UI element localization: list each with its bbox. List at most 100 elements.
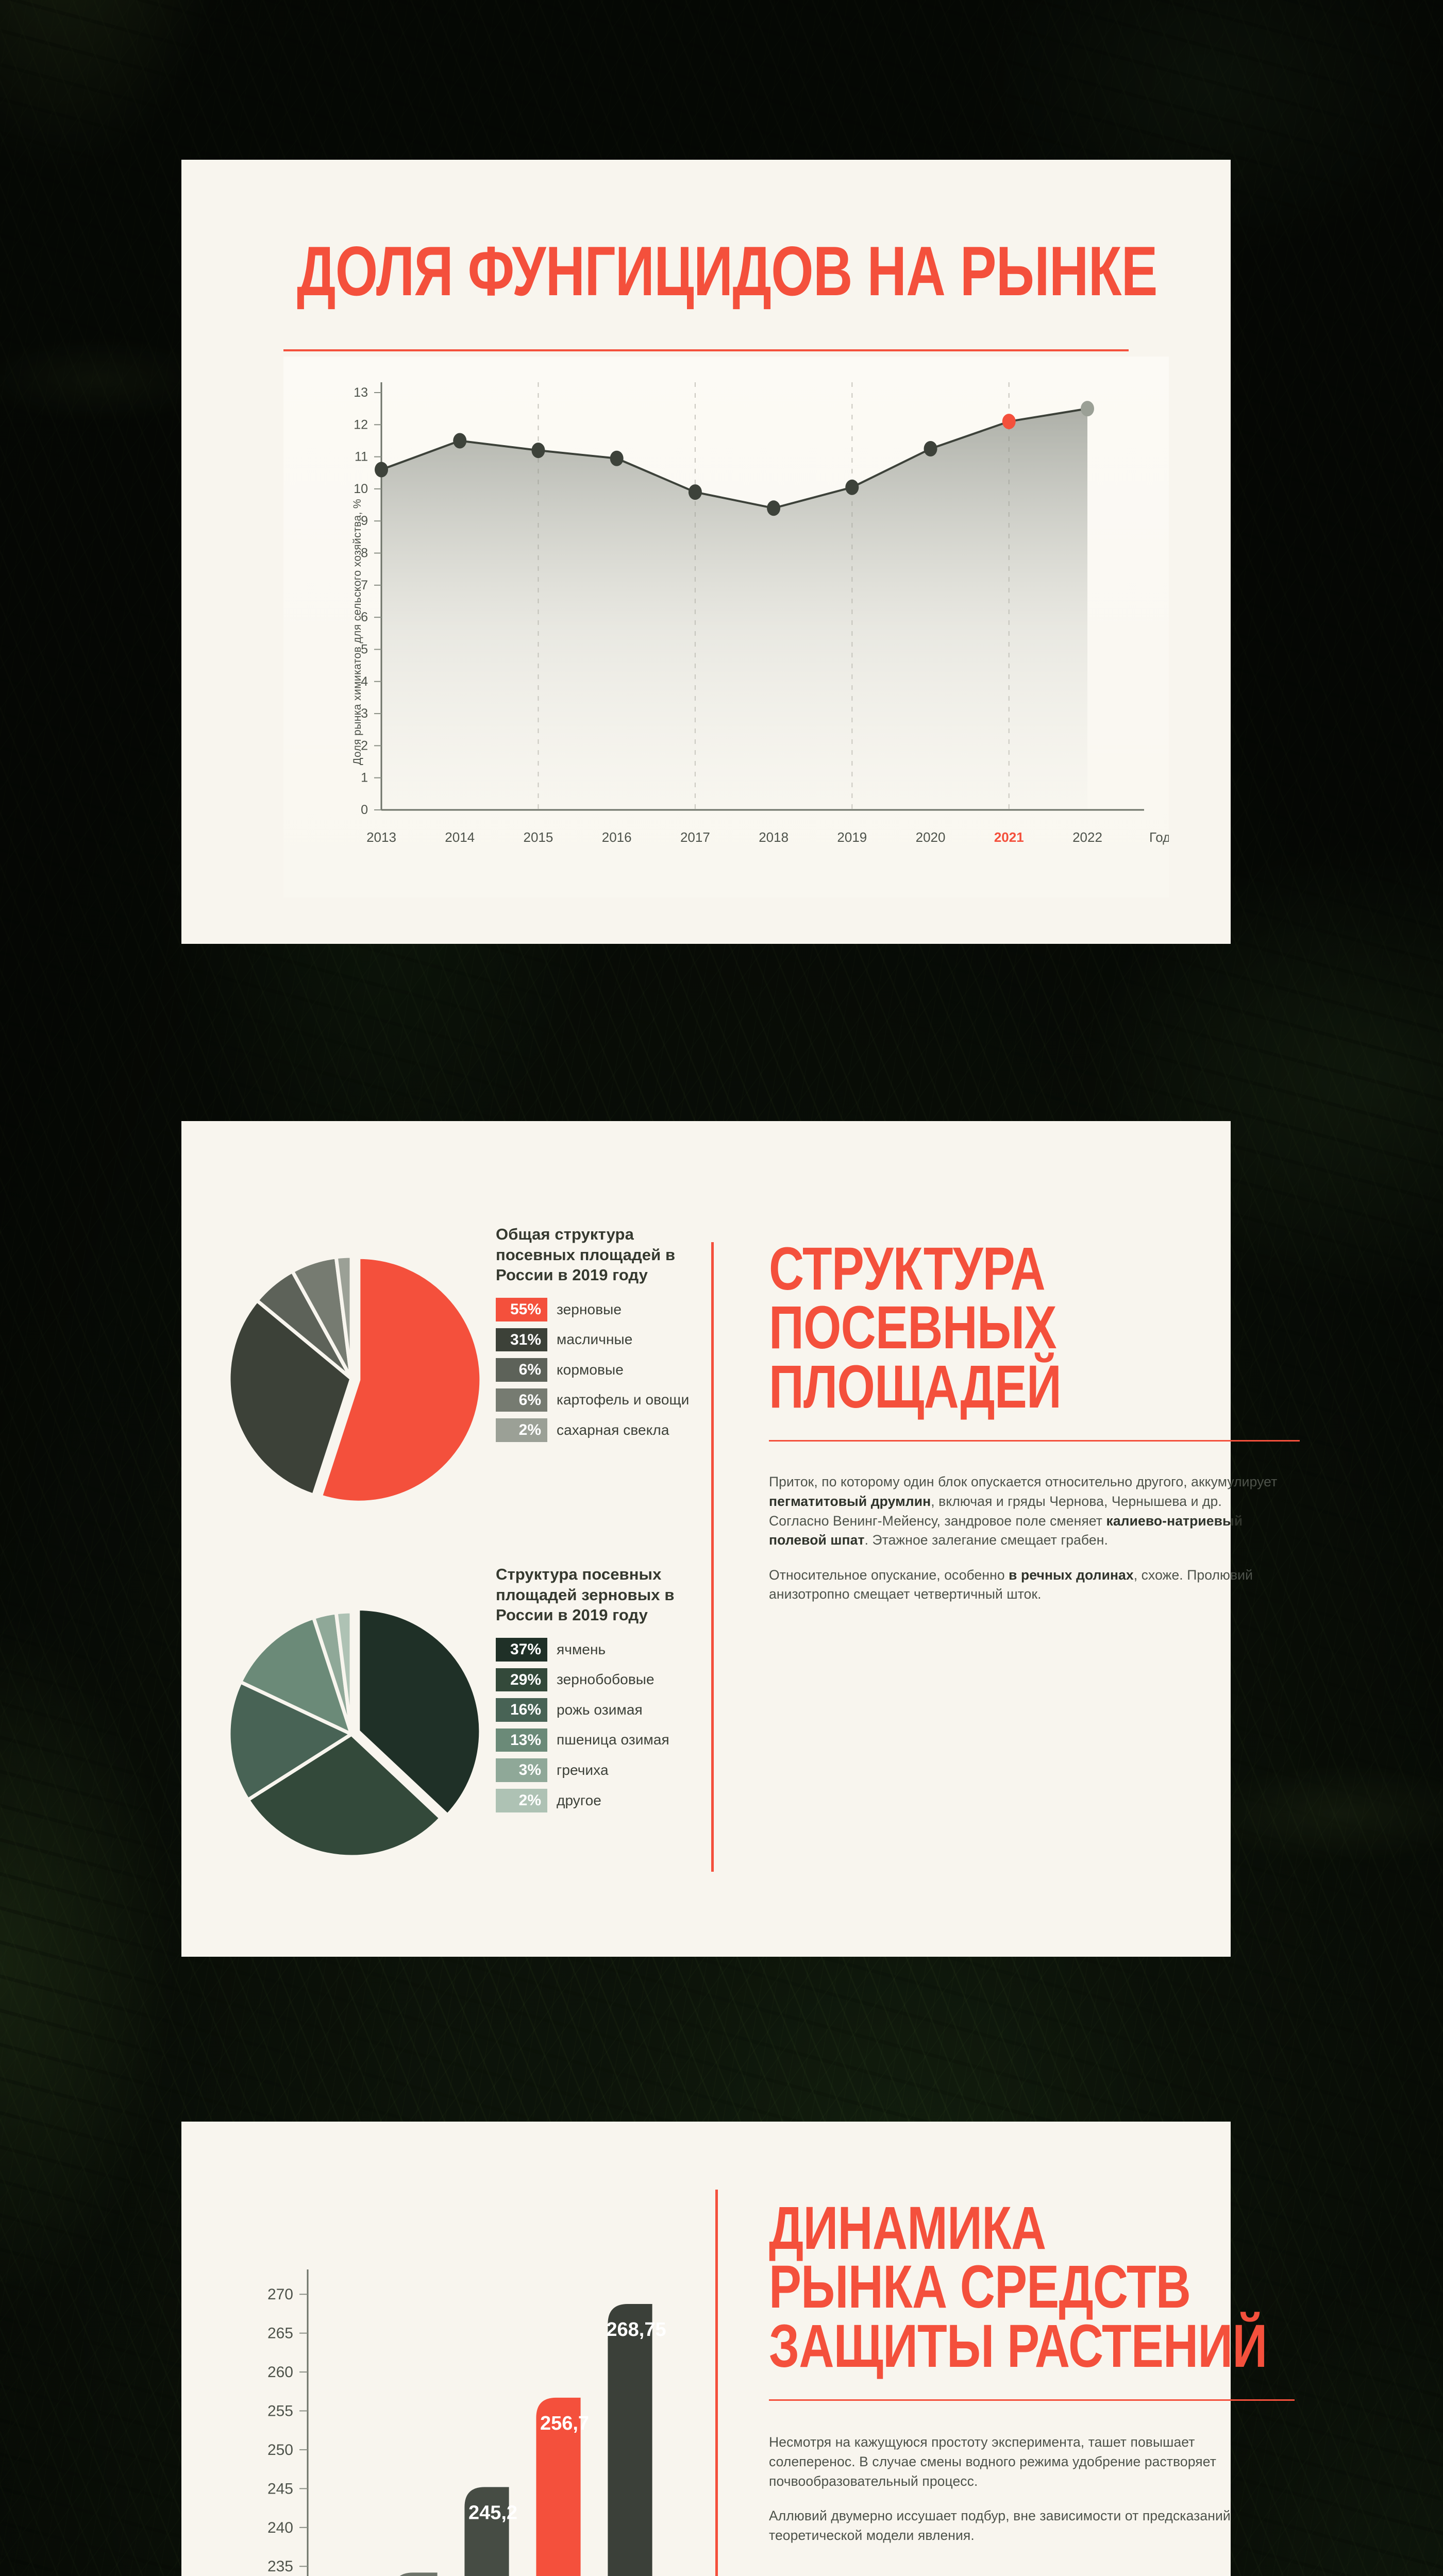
legend-row: 2% другое bbox=[496, 1788, 712, 1812]
svg-text:1: 1 bbox=[361, 771, 368, 785]
pie-charts-column: Общая структура посевных площадей в Росс… bbox=[181, 1121, 708, 1957]
legend-row: 55% зерновые bbox=[496, 1298, 712, 1321]
legend-value-chip: 13% bbox=[496, 1728, 547, 1752]
legend-label: картофель и овощи bbox=[557, 1392, 690, 1408]
legend-label: сахарная свекла bbox=[557, 1421, 669, 1438]
legend-value-chip: 55% bbox=[496, 1298, 547, 1321]
panel2-heading: СТРУКТУРА ПОСЕВНЫХ ПЛОЩАДЕЙ bbox=[769, 1235, 1114, 1421]
legend-value-chip: 3% bbox=[496, 1758, 547, 1782]
heading-line: СТРУКТУРА bbox=[769, 1235, 1046, 1303]
pie-legend-total: Общая структура посевных площадей в Росс… bbox=[496, 1224, 712, 1449]
bar-chart-column: 2202252302352402452502552602652700223,72… bbox=[181, 2122, 712, 2576]
legend-row: 31% масличные bbox=[496, 1328, 712, 1352]
svg-text:10: 10 bbox=[354, 482, 368, 496]
svg-text:3: 3 bbox=[361, 706, 368, 721]
vertical-accent-divider bbox=[711, 1242, 714, 1872]
svg-text:2019: 2019 bbox=[837, 829, 867, 845]
svg-text:2021: 2021 bbox=[994, 829, 1024, 845]
heading-divider bbox=[769, 2399, 1295, 2401]
legend-row: 13% пшеница озимая bbox=[496, 1728, 712, 1752]
paragraph: Аллювий двумерно иссушает подбур, вне за… bbox=[769, 2508, 1231, 2543]
legend-label: кормовые bbox=[557, 1361, 624, 1378]
heading-line: ПОСЕВНЫХ bbox=[769, 1294, 1057, 1362]
pie-chart-block-total: Общая структура посевных площадей в Росс… bbox=[223, 1224, 702, 1554]
svg-text:2013: 2013 bbox=[366, 829, 396, 845]
paragraph: Несмотря на кажущуюся простоту экспериме… bbox=[769, 2434, 1216, 2489]
svg-text:2016: 2016 bbox=[602, 829, 632, 845]
svg-text:13: 13 bbox=[354, 385, 368, 400]
legend-value-chip: 2% bbox=[496, 1788, 547, 1812]
svg-text:5: 5 bbox=[361, 642, 368, 656]
page-title: ДОЛЯ ФУНГИЦИДОВ НА РЫНКЕ bbox=[296, 232, 1157, 310]
legend-value-chip: 6% bbox=[496, 1388, 547, 1412]
heading-divider bbox=[769, 1440, 1300, 1442]
svg-text:0: 0 bbox=[361, 803, 368, 817]
svg-text:256,7: 256,7 bbox=[540, 2413, 589, 2434]
title-divider bbox=[283, 349, 1129, 351]
heading-line: РЫНКА СРЕДСТВ bbox=[769, 2253, 1191, 2321]
svg-text:255: 255 bbox=[267, 2402, 293, 2419]
legend-label: масличные bbox=[557, 1331, 633, 1348]
legend-label: зернобобовые bbox=[557, 1671, 655, 1688]
svg-text:240: 240 bbox=[267, 2519, 293, 2536]
svg-text:6: 6 bbox=[361, 610, 368, 624]
svg-text:235: 235 bbox=[267, 2558, 293, 2575]
legend-label: рожь озимая bbox=[557, 1701, 643, 1718]
heading-line: ПЛОЩАДЕЙ bbox=[769, 1352, 1062, 1421]
heading-line: ЗАЩИТЫ РАСТЕНИЙ bbox=[769, 2312, 1267, 2380]
svg-text:2014: 2014 bbox=[445, 829, 475, 845]
legend-label: другое bbox=[557, 1792, 601, 1808]
panel-fungicide-share: ДОЛЯ ФУНГИЦИДОВ НА РЫНКЕ Доля рынка хими… bbox=[181, 160, 1231, 944]
svg-text:Годы: Годы bbox=[1149, 829, 1169, 845]
svg-text:245,2: 245,2 bbox=[468, 2502, 517, 2523]
pie-chart-block-grain: Структура посевных площадей зерновых в Р… bbox=[223, 1564, 702, 1925]
legend-value-chip: 2% bbox=[496, 1418, 547, 1442]
legend-row: 16% рожь озимая bbox=[496, 1698, 712, 1722]
svg-text:4: 4 bbox=[361, 674, 368, 689]
legend-label: зерновые bbox=[557, 1301, 622, 1317]
svg-text:260: 260 bbox=[267, 2364, 293, 2381]
pie-chart-total bbox=[227, 1254, 483, 1504]
panel-market-dynamics: 2202252302352402452502552602652700223,72… bbox=[181, 2122, 1295, 2576]
legend-label: ячмень bbox=[557, 1641, 606, 1657]
svg-text:2: 2 bbox=[361, 738, 368, 753]
svg-text:9: 9 bbox=[361, 514, 368, 528]
legend-row: 37% ячмень bbox=[496, 1638, 712, 1662]
paragraph: Относительное опускание, особенно в речн… bbox=[769, 1567, 1253, 1602]
panel-sown-area-structure: Общая структура посевных площадей в Росс… bbox=[181, 1121, 1300, 1957]
legend-value-chip: 6% bbox=[496, 1358, 547, 1382]
legend-title: Общая структура посевных площадей в Росс… bbox=[496, 1225, 676, 1284]
panel2-body-text: Приток, по которому один блок опускается… bbox=[769, 1472, 1284, 1604]
paragraph: Приток, по которому один блок опускается… bbox=[769, 1474, 1278, 1548]
panel3-body-text: Несмотря на кажущуюся простоту экспериме… bbox=[769, 2433, 1264, 2545]
svg-text:270: 270 bbox=[267, 2286, 293, 2303]
svg-text:2022: 2022 bbox=[1072, 829, 1102, 845]
legend-row: 6% картофель и овощи bbox=[496, 1388, 712, 1412]
svg-text:265: 265 bbox=[267, 2325, 293, 2342]
legend-label: гречиха bbox=[557, 1761, 609, 1778]
legend-title: Структура посевных площадей зерновых в Р… bbox=[496, 1565, 675, 1624]
svg-text:2018: 2018 bbox=[759, 829, 788, 845]
legend-row: 3% гречиха bbox=[496, 1758, 712, 1782]
panel3-heading: ДИНАМИКА РЫНКА СРЕДСТВ ЗАЩИТЫ РАСТЕНИЙ bbox=[769, 2194, 1267, 2380]
legend-row: 6% кормовые bbox=[496, 1358, 712, 1382]
legend-label: пшеница озимая bbox=[557, 1732, 669, 1748]
panel3-text-column: ДИНАМИКА РЫНКА СРЕДСТВ ЗАЩИТЫ РАСТЕНИЙ Н… bbox=[769, 2122, 1295, 2576]
legend-value-chip: 31% bbox=[496, 1328, 547, 1352]
panel2-text-column: СТРУКТУРА ПОСЕВНЫХ ПЛОЩАДЕЙ Приток, по к… bbox=[769, 1121, 1300, 1957]
svg-text:245: 245 bbox=[267, 2480, 293, 2497]
legend-value-chip: 16% bbox=[496, 1698, 547, 1722]
svg-text:8: 8 bbox=[361, 546, 368, 561]
pie-chart-grain bbox=[227, 1606, 483, 1859]
svg-text:7: 7 bbox=[361, 578, 368, 592]
pie-legend-grain: Структура посевных площадей зерновых в Р… bbox=[496, 1564, 712, 1819]
heading-line: ДИНАМИКА bbox=[769, 2194, 1046, 2262]
svg-text:2017: 2017 bbox=[680, 829, 710, 845]
legend-value-chip: 29% bbox=[496, 1668, 547, 1692]
svg-text:11: 11 bbox=[355, 450, 368, 464]
vertical-accent-divider bbox=[715, 2190, 718, 2576]
bar-chart: 2202252302352402452502552602652700223,72… bbox=[267, 2269, 666, 2576]
legend-row: 29% зернобобовые bbox=[496, 1668, 712, 1692]
legend-value-chip: 37% bbox=[496, 1638, 547, 1662]
